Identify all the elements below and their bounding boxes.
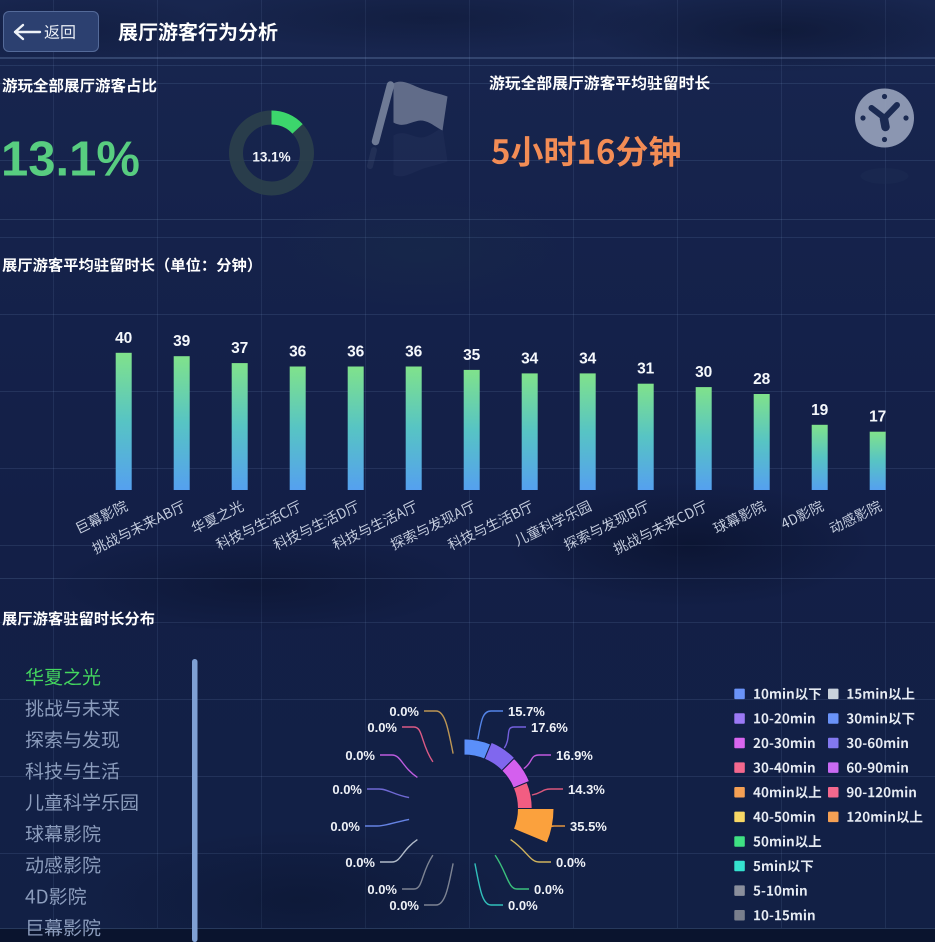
svg-text:13.1%: 13.1% [252, 150, 290, 165]
svg-text:35.5%: 35.5% [570, 819, 607, 834]
svg-text:28: 28 [753, 371, 771, 388]
svg-text:0.0%: 0.0% [345, 748, 375, 763]
svg-text:0.0%: 0.0% [345, 855, 375, 870]
svg-text:15.7%: 15.7% [508, 704, 545, 719]
svg-text:19: 19 [811, 402, 829, 419]
svg-text:17: 17 [869, 409, 886, 426]
svg-text:0.0%: 0.0% [508, 898, 538, 913]
svg-text:16.9%: 16.9% [556, 748, 593, 763]
svg-text:36: 36 [405, 344, 423, 361]
svg-text:0.0%: 0.0% [534, 882, 564, 897]
svg-text:0.0%: 0.0% [389, 704, 419, 719]
svg-text:36: 36 [347, 344, 365, 361]
svg-text:34: 34 [521, 350, 539, 367]
svg-text:0.0%: 0.0% [332, 782, 362, 797]
svg-text:14.3%: 14.3% [568, 782, 605, 797]
svg-text:0.0%: 0.0% [556, 855, 586, 870]
svg-text:35: 35 [463, 347, 481, 364]
svg-text:34: 34 [579, 350, 597, 367]
svg-text:0.0%: 0.0% [367, 882, 397, 897]
svg-text:37: 37 [231, 340, 248, 357]
svg-text:0.0%: 0.0% [389, 898, 419, 913]
svg-text:17.6%: 17.6% [531, 720, 568, 735]
svg-text:13.1%: 13.1% [1, 133, 140, 187]
svg-text:36: 36 [289, 344, 307, 361]
svg-text:39: 39 [173, 333, 191, 350]
svg-text:40: 40 [115, 330, 132, 347]
svg-text:30: 30 [695, 364, 712, 381]
svg-text:31: 31 [637, 361, 655, 378]
svg-text:0.0%: 0.0% [367, 720, 397, 735]
svg-text:0.0%: 0.0% [330, 819, 360, 834]
